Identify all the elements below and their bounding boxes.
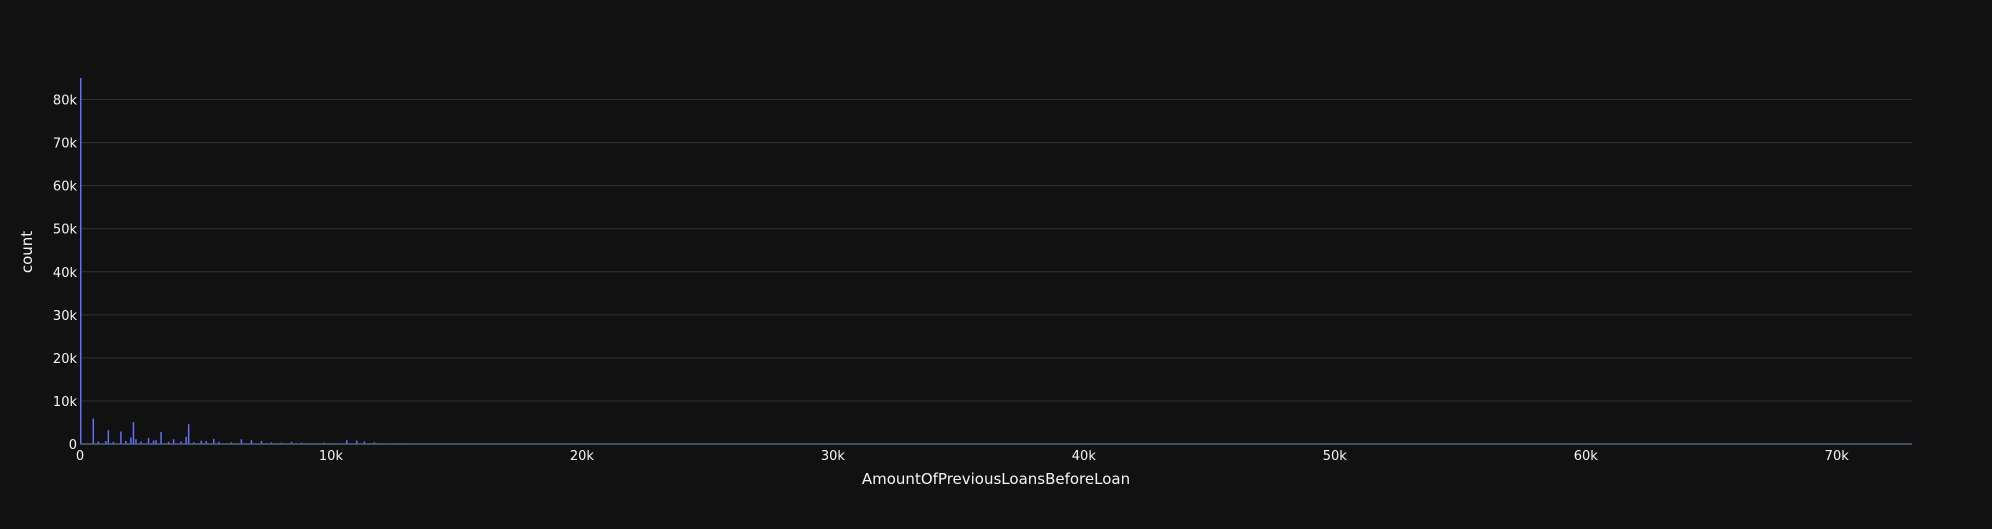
histogram-bar [240, 439, 243, 444]
x-tick-label: 0 [76, 449, 84, 464]
x-tick-label: 70k [1825, 449, 1850, 464]
histogram-bar [112, 441, 115, 444]
histogram-bar [213, 438, 215, 444]
x-tick-label: 30k [821, 449, 846, 464]
histogram-bar [130, 437, 132, 444]
histogram-bar [205, 440, 207, 444]
histogram-bar [230, 442, 233, 444]
histogram-bar [180, 441, 182, 444]
grid-lines [80, 99, 1912, 402]
y-tick-label: 50k [53, 223, 78, 238]
y-tick-label: 20k [53, 352, 78, 367]
histogram-bar [373, 442, 376, 444]
y-axis-title: count [18, 231, 36, 273]
histogram-bar [200, 440, 202, 444]
x-tick-label: 60k [1574, 449, 1599, 464]
y-tick-label: 70k [53, 137, 78, 152]
histogram-bar [172, 439, 175, 444]
x-axis-title: AmountOfPreviousLoansBeforeLoan [862, 470, 1130, 488]
histogram-bar [346, 440, 348, 444]
y-tick-label: 0 [69, 438, 77, 453]
histogram-bar [260, 440, 263, 444]
x-tick-label: 10k [319, 449, 344, 464]
histogram-bar [125, 440, 127, 444]
y-tick-label: 30k [53, 309, 78, 324]
histogram-bar [105, 440, 107, 444]
histogram-bar [167, 441, 170, 444]
x-tick-label: 40k [1072, 449, 1097, 464]
histogram-bar [290, 441, 293, 444]
y-tick-label: 10k [53, 395, 78, 410]
histogram-bar [92, 418, 95, 444]
histogram-bar [155, 440, 157, 444]
axes: 0 10k 20k 30k 40k 50k 60k 70k 80k 0 10k 20k 30k 40k 50… [53, 94, 1912, 464]
y-tick-label: 40k [53, 266, 78, 281]
histogram-bar [218, 441, 220, 444]
histogram-bar [270, 442, 273, 444]
x-tick-label: 20k [570, 449, 595, 464]
histogram-bar [356, 440, 358, 444]
y-tick-label: 80k [53, 94, 78, 109]
histogram-bar [120, 431, 122, 444]
histogram-bar [107, 430, 110, 444]
histogram-bar [363, 441, 366, 444]
histogram-bar [147, 437, 150, 444]
histogram-bar [80, 78, 82, 444]
histogram-bar [152, 440, 155, 444]
histogram-bar [97, 441, 100, 444]
y-tick-label: 60k [53, 180, 78, 195]
histogram-bar [140, 441, 142, 444]
histogram-bar [187, 424, 190, 444]
bars [80, 78, 484, 445]
histogram-bar [160, 431, 162, 444]
x-tick-label: 50k [1323, 449, 1348, 464]
histogram-bar [250, 440, 253, 444]
histogram-bar [135, 439, 137, 444]
histogram-bar [192, 442, 195, 444]
histogram-bar [132, 422, 135, 444]
histogram-bar [185, 436, 187, 444]
